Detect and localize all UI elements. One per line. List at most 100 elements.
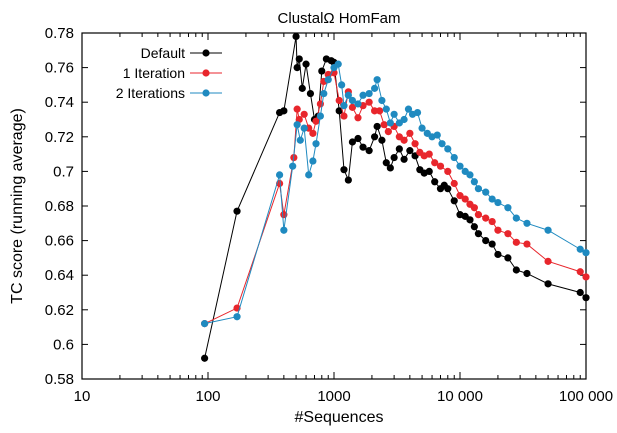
data-point [300, 124, 308, 132]
data-point [482, 214, 490, 222]
legend-marker-default [202, 49, 210, 57]
data-point [433, 131, 441, 139]
data-point [425, 150, 433, 158]
data-point [544, 280, 552, 288]
data-point [373, 76, 381, 84]
data-point [340, 166, 348, 174]
data-point [406, 147, 414, 155]
data-point [380, 121, 388, 129]
data-point [544, 226, 552, 234]
data-point [494, 226, 502, 234]
data-point [466, 216, 474, 224]
data-point [348, 96, 357, 105]
data-point [293, 64, 301, 72]
data-point [544, 257, 552, 265]
data-point [470, 223, 478, 231]
data-point [470, 178, 478, 186]
data-point [450, 179, 458, 188]
data-point [444, 145, 452, 153]
data-point [470, 204, 478, 212]
axes: 0.58 0.6 0.62 0.64 0.66 0.68 0.7 0.72 0.74 0.76 0.… [45, 25, 613, 405]
y-tick-label: 0.72 [45, 129, 74, 146]
data-point [370, 133, 379, 141]
data-point [302, 60, 310, 68]
data-point [488, 195, 496, 203]
data-point [512, 266, 520, 274]
data-point [390, 110, 398, 118]
data-point [316, 112, 325, 120]
y-tick-label: 0.66 [45, 233, 74, 250]
y-tick-label: 0.6 [53, 336, 74, 353]
data-point [344, 176, 352, 184]
data-point [365, 147, 373, 155]
data-point [340, 102, 348, 110]
data-point [406, 129, 414, 137]
data-point [306, 89, 315, 98]
data-point [466, 171, 474, 179]
data-point [523, 269, 531, 278]
data-point [348, 138, 357, 146]
data-point [444, 185, 452, 193]
data-point [300, 110, 308, 118]
data-point [474, 230, 483, 238]
data-point [296, 136, 304, 144]
data-point [474, 211, 483, 219]
data-point [404, 105, 413, 113]
data-point [233, 207, 241, 215]
y-axis-label: TC score (running average) [9, 108, 26, 304]
data-point [305, 171, 313, 179]
data-point [504, 204, 512, 212]
data-point [386, 164, 394, 172]
data-point [354, 134, 362, 143]
data-point [488, 240, 496, 248]
x-tick-label: 10 000 [437, 388, 483, 405]
data-point [456, 162, 464, 170]
data-point [312, 140, 320, 148]
data-point [523, 240, 531, 248]
y-tick-label: 0.7 [53, 163, 74, 180]
x-axis-label: #Sequences [295, 409, 384, 426]
data-point [418, 124, 426, 132]
data-point [293, 121, 301, 129]
data-point [298, 84, 306, 92]
data-point [431, 178, 439, 186]
data-point [201, 320, 209, 328]
data-point [523, 219, 531, 227]
data-point [365, 89, 373, 98]
data-point [348, 103, 357, 111]
data-point [504, 254, 512, 262]
data-point [201, 354, 209, 362]
y-tick-label: 0.68 [45, 198, 74, 215]
data-point [292, 32, 300, 41]
data-point [576, 288, 584, 297]
data-point [334, 60, 342, 68]
series-default [201, 32, 590, 362]
data-point [354, 114, 362, 122]
series-line [204, 72, 587, 325]
data-point [382, 105, 390, 113]
data-point [335, 96, 343, 105]
legend-marker-1-iteration [202, 69, 210, 77]
data-point [461, 195, 469, 203]
data-point [425, 167, 433, 175]
data-point [378, 136, 386, 144]
data-point [576, 268, 584, 276]
data-point [494, 198, 502, 207]
data-point [354, 100, 362, 108]
y-tick-label: 0.78 [45, 25, 74, 42]
data-point [340, 112, 348, 120]
data-point [384, 128, 392, 136]
data-point [370, 84, 379, 92]
data-point [494, 250, 502, 259]
series-2-iterations [201, 60, 590, 328]
legend: Default 1 Iteration 2 Iterations [116, 45, 222, 101]
data-point [456, 192, 464, 200]
data-point [370, 107, 379, 115]
data-point [504, 230, 512, 238]
data-point [576, 245, 584, 253]
data-point [482, 237, 490, 245]
data-point [444, 167, 452, 175]
data-point [373, 122, 381, 131]
data-point [382, 159, 390, 167]
